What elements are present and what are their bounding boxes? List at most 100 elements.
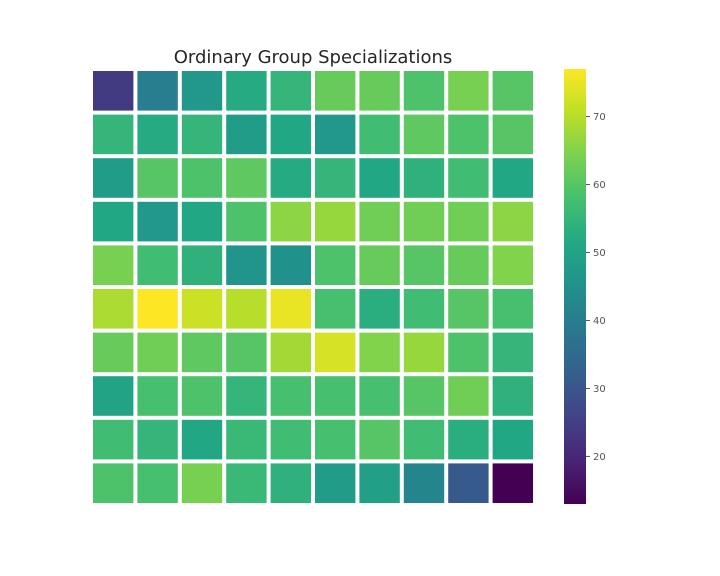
heatmap-cell [181, 114, 223, 155]
heatmap-cell [270, 201, 311, 242]
heatmap-cell [448, 332, 489, 373]
heatmap-cell [181, 463, 223, 503]
heatmap-cell [226, 201, 267, 242]
heatmap-cell [181, 158, 223, 198]
heatmap-cell [492, 201, 533, 242]
heatmap-cell [226, 245, 267, 285]
heatmap-cell [137, 463, 178, 503]
heatmap-cell [315, 158, 356, 198]
heatmap-cell [315, 201, 356, 242]
colorbar-tick-label: 50 [593, 248, 606, 259]
heatmap-cell [359, 332, 400, 373]
heatmap-cell [181, 201, 223, 242]
heatmap-cell [359, 201, 400, 242]
colorbar-tick-label: 70 [593, 112, 606, 123]
heatmap-cell [226, 114, 267, 155]
heatmap-cell [359, 419, 400, 460]
heatmap-cell [270, 332, 311, 373]
heatmap-cell [93, 332, 134, 373]
heatmap-cell [448, 245, 489, 285]
colorbar-ticks: 20 30 40 50 60 70 [586, 112, 606, 463]
heatmap-cell [93, 201, 134, 242]
heatmap-cell [93, 419, 134, 460]
heatmap-cell [93, 158, 134, 198]
chart-title: Ordinary Group Specializations [174, 47, 453, 68]
heatmap-cell [137, 201, 178, 242]
heatmap-cell [359, 289, 400, 329]
heatmap-cell [359, 71, 400, 111]
heatmap-cell [359, 376, 400, 416]
heatmap-cell [137, 245, 178, 285]
heatmap-cell [492, 463, 533, 503]
heatmap-cell [315, 245, 356, 285]
heatmap-cell [359, 114, 400, 155]
heatmap-grid [93, 71, 533, 503]
heatmap-cell [93, 289, 134, 329]
heatmap-cell [93, 463, 134, 503]
heatmap-cell [137, 376, 178, 416]
heatmap-cell [492, 289, 533, 329]
colorbar [564, 69, 586, 504]
heatmap-cell [181, 376, 223, 416]
heatmap-cell [270, 463, 311, 503]
heatmap-cell [492, 71, 533, 111]
heatmap-cell [448, 419, 489, 460]
heatmap-cell [270, 114, 311, 155]
colorbar-tick-label: 60 [593, 180, 606, 191]
heatmap-cell [226, 71, 267, 111]
heatmap-cell [181, 419, 223, 460]
heatmap-cell [403, 376, 445, 416]
heatmap-cell [270, 376, 311, 416]
heatmap-cell [448, 158, 489, 198]
heatmap-cell [448, 114, 489, 155]
heatmap-cell [181, 71, 223, 111]
heatmap-cell [137, 332, 178, 373]
heatmap-cell [403, 201, 445, 242]
heatmap-cell [181, 332, 223, 373]
heatmap-cell [448, 376, 489, 416]
heatmap-cell [93, 71, 134, 111]
heatmap-cell [226, 158, 267, 198]
heatmap-cell [492, 419, 533, 460]
heatmap-cell [270, 158, 311, 198]
heatmap-cell [359, 158, 400, 198]
heatmap-cell [359, 245, 400, 285]
colorbar-tick-label: 20 [593, 452, 606, 463]
heatmap-cell [226, 376, 267, 416]
heatmap-cell [270, 289, 311, 329]
heatmap-cell [403, 71, 445, 111]
heatmap-cell [226, 419, 267, 460]
heatmap-cell [137, 158, 178, 198]
heatmap-cell [270, 245, 311, 285]
heatmap-cell [492, 376, 533, 416]
heatmap-cell [448, 463, 489, 503]
colorbar-tick-label: 30 [593, 384, 606, 395]
heatmap-cell [315, 376, 356, 416]
heatmap-cell [403, 419, 445, 460]
heatmap-cell [403, 289, 445, 329]
heatmap-cell [137, 419, 178, 460]
heatmap-cell [492, 332, 533, 373]
heatmap-cell [359, 463, 400, 503]
heatmap-cell [492, 245, 533, 285]
heatmap-cell [403, 245, 445, 285]
heatmap-cell [448, 201, 489, 242]
heatmap-cell [492, 158, 533, 198]
heatmap-cell [315, 463, 356, 503]
heatmap-cell [315, 71, 356, 111]
heatmap-cell [226, 289, 267, 329]
heatmap-cell [448, 71, 489, 111]
heatmap-cell [270, 71, 311, 111]
heatmap-cell [93, 245, 134, 285]
heatmap-cell [403, 114, 445, 155]
heatmap-cell [137, 71, 178, 111]
colorbar-tick-label: 40 [593, 316, 606, 327]
heatmap-cell [403, 463, 445, 503]
heatmap-cell [270, 419, 311, 460]
heatmap-cell [403, 332, 445, 373]
heatmap-cell [226, 332, 267, 373]
heatmap-cell [448, 289, 489, 329]
heatmap-cell [492, 114, 533, 155]
heatmap-cell [181, 289, 223, 329]
heatmap-cell [226, 463, 267, 503]
